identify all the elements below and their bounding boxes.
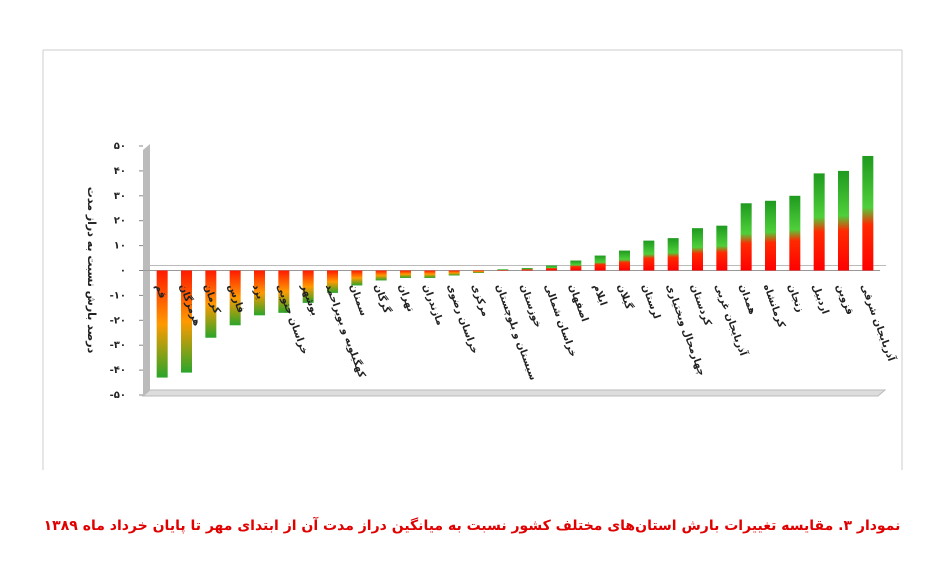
y-tick-label: ۱۰ [114,241,126,252]
x-tick-label: اردبیل [810,283,831,316]
bar [619,250,630,271]
y-tick-label: -۳۰ [110,340,126,351]
x-tick-label: اصفهان [566,283,590,324]
bar [740,203,752,271]
caption: نمودار ۳. مقایسه تغییرات بارش استان‌های … [44,516,901,534]
bar [716,225,728,271]
y-tick-label: ۲۰ [114,216,126,227]
bar [789,195,801,271]
x-tick-label: هرمزگان [177,282,204,328]
x-tick-label: گیلان [615,282,636,311]
y-tick-label: -۵۰ [110,390,126,401]
bar [278,270,290,313]
bar [254,270,265,316]
x-tick-label: یزد [250,283,266,301]
x-tick-label: بوشهر [298,282,320,317]
bar [229,270,241,326]
bar [594,255,606,271]
bar [156,270,168,378]
bar [667,238,679,271]
bar [813,173,825,271]
bar [302,270,314,303]
bar [448,270,460,276]
x-tick-label: ایلام [591,283,609,308]
y-tick-label: ۴۰ [114,166,126,177]
bar [375,270,387,281]
x-tick-label: تهران [396,283,416,314]
y-tick-label: -۲۰ [110,315,126,326]
bar [181,270,192,373]
bar [692,228,703,271]
bar [497,269,509,271]
bar [400,270,411,278]
x-tick-label: قم [153,283,168,300]
bar [862,155,874,271]
x-tick-label: سمنان [347,283,369,318]
x-tick-label: کرمانشاه [761,283,787,330]
x-tick-label: مازندران [420,283,445,327]
bar [643,240,655,271]
x-tick-label: خوزستان [518,283,544,329]
bar [351,270,363,286]
bar [546,265,557,271]
y-tick-label: ۰ [120,266,126,277]
x-tick-label: مرکزی [469,283,491,318]
bar [327,270,338,293]
y-tick-label: -۱۰ [110,290,126,301]
bar [424,270,436,278]
x-tick-label: همدان [737,283,758,316]
x-tick-label: فارس [226,283,247,315]
x-tick-label: آذربایجان شرقی [858,282,898,363]
y-tick-label: -۴۰ [110,365,126,376]
bar [521,268,533,271]
bar [765,200,776,271]
y-tick-label: ۵۰ [114,141,126,152]
axis-floor [141,389,887,397]
x-tick-label: کرمان [201,283,222,316]
y-axis-label: درصد بارش نسبت به دراز مدت [85,187,98,354]
x-tick-label: قزوین [834,283,855,317]
bar [838,170,849,271]
x-tick-label: کردستان [688,283,713,328]
x-tick-label: زنجان [785,283,805,314]
x-tick-label: لرستان [639,283,662,321]
bar [473,270,484,273]
y-tick-label: ۳۰ [114,191,126,202]
bar [570,260,582,271]
bar [205,270,217,338]
x-tick-label: گرگان [372,282,395,315]
